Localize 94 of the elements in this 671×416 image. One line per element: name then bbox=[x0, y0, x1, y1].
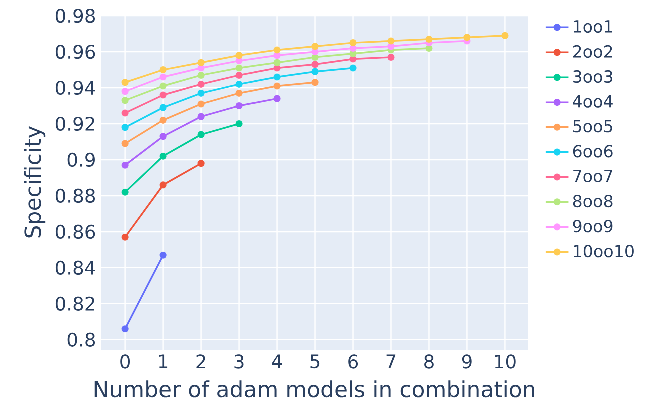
x-tick-label: 10 bbox=[495, 354, 516, 369]
legend-label: 7oo7 bbox=[574, 170, 612, 183]
point bbox=[274, 52, 281, 60]
point bbox=[122, 140, 129, 148]
legend-label: 5oo5 bbox=[574, 120, 612, 133]
point bbox=[198, 113, 205, 120]
x-tick-label: 7 bbox=[386, 354, 396, 368]
point bbox=[388, 38, 395, 45]
point bbox=[464, 34, 471, 42]
point bbox=[198, 59, 205, 66]
point bbox=[312, 61, 319, 68]
point bbox=[160, 104, 167, 112]
point bbox=[274, 74, 281, 81]
point bbox=[312, 48, 319, 56]
x-tick-label: 9 bbox=[462, 354, 472, 369]
y-tick-label: 0.82 bbox=[56, 296, 94, 311]
point bbox=[198, 100, 205, 108]
y-tick-label: 0.92 bbox=[56, 116, 94, 132]
point bbox=[502, 32, 509, 40]
point bbox=[236, 80, 243, 88]
point bbox=[160, 82, 167, 90]
y-tick-label: 0.96 bbox=[56, 44, 96, 60]
point bbox=[312, 54, 319, 61]
x-tick-label: 5 bbox=[310, 354, 320, 369]
point bbox=[122, 162, 129, 169]
point bbox=[160, 74, 167, 81]
point bbox=[198, 72, 205, 79]
point bbox=[426, 44, 433, 52]
y-tick-label: 0.94 bbox=[56, 80, 96, 96]
point bbox=[236, 58, 243, 65]
legend-label: 1oo1 bbox=[574, 20, 612, 33]
point bbox=[160, 92, 167, 99]
point bbox=[236, 120, 243, 128]
legend-label: 10oo10 bbox=[574, 245, 634, 258]
point bbox=[122, 88, 129, 96]
point bbox=[274, 59, 281, 66]
point bbox=[160, 182, 167, 189]
point bbox=[274, 95, 281, 102]
point bbox=[236, 72, 243, 79]
point bbox=[122, 234, 129, 241]
legend-label: 9oo9 bbox=[573, 220, 613, 233]
point bbox=[122, 188, 129, 196]
point bbox=[236, 90, 243, 97]
point bbox=[198, 64, 205, 72]
x-tick-label: 1 bbox=[159, 354, 168, 368]
point bbox=[122, 326, 129, 333]
y-axis-title: Specificity bbox=[24, 126, 46, 238]
point bbox=[122, 79, 129, 86]
legend-label: 3oo3 bbox=[574, 70, 613, 84]
point bbox=[236, 52, 243, 60]
x-tick-label: 8 bbox=[424, 354, 434, 369]
point bbox=[388, 43, 395, 50]
point bbox=[388, 54, 395, 61]
point bbox=[160, 116, 167, 124]
point bbox=[160, 252, 167, 259]
x-tick-label: 4 bbox=[272, 354, 282, 368]
point bbox=[312, 43, 319, 50]
point bbox=[350, 56, 357, 63]
point bbox=[274, 64, 281, 72]
legend-label: 8oo8 bbox=[573, 194, 613, 208]
y-tick-label: 0.86 bbox=[56, 224, 96, 240]
point bbox=[198, 90, 205, 97]
y-tick-label: 0.98 bbox=[56, 9, 96, 24]
point bbox=[274, 82, 281, 90]
y-tick-label: 0.9 bbox=[68, 152, 95, 168]
point bbox=[122, 124, 129, 132]
x-tick-label: 2 bbox=[196, 354, 206, 369]
x-tick-label: 3 bbox=[234, 354, 244, 369]
legend-label: 2oo2 bbox=[573, 45, 612, 58]
y-tick-label: 0.8 bbox=[68, 332, 96, 347]
point bbox=[160, 133, 167, 140]
point bbox=[198, 131, 205, 138]
legend-label: 6oo6 bbox=[573, 145, 613, 158]
point bbox=[350, 64, 357, 72]
point bbox=[312, 79, 319, 86]
point bbox=[312, 68, 319, 76]
point bbox=[198, 80, 205, 88]
point bbox=[160, 152, 167, 160]
x-tick-label: 6 bbox=[348, 354, 358, 369]
point bbox=[350, 44, 357, 52]
point bbox=[122, 110, 129, 117]
y-tick-label: 0.84 bbox=[56, 260, 96, 276]
point bbox=[236, 102, 243, 110]
point bbox=[198, 160, 205, 168]
point bbox=[160, 66, 167, 74]
point bbox=[350, 40, 357, 47]
x-tick-label: 0 bbox=[120, 354, 130, 369]
point bbox=[122, 97, 129, 104]
point bbox=[426, 36, 433, 43]
point bbox=[274, 46, 281, 54]
legend-label: 4oo4 bbox=[573, 95, 613, 108]
x-axis-title: Number of adam models in combination bbox=[94, 380, 534, 398]
point bbox=[236, 64, 243, 72]
y-tick-label: 0.88 bbox=[56, 188, 96, 204]
